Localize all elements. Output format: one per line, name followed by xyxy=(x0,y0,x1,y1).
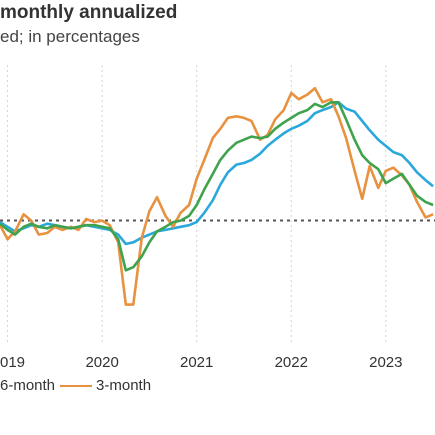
legend-swatch-3-month xyxy=(60,384,93,387)
x-tick-label-1: 2020 xyxy=(85,354,118,371)
legend: 6-month 3-month xyxy=(0,377,151,394)
x-tick-label-2: 2021 xyxy=(180,354,213,371)
series-layer xyxy=(0,87,434,306)
series-line-unlabeled-2 xyxy=(0,101,434,272)
x-tick-label-0: 019 xyxy=(0,354,25,371)
x-tick-label-4: 2023 xyxy=(369,354,402,371)
chart-title: monthly annualized xyxy=(0,2,178,23)
x-axis-ticks: 019 2020 2021 2022 2023 xyxy=(0,354,403,371)
x-tick-label-3: 2022 xyxy=(275,354,308,371)
legend-label-6-month: 6-month xyxy=(0,377,56,394)
chart-subtitle: ed; in percentages xyxy=(0,27,140,46)
series-line-3-month xyxy=(0,87,434,306)
legend-label-3-month: 3-month xyxy=(96,377,152,394)
